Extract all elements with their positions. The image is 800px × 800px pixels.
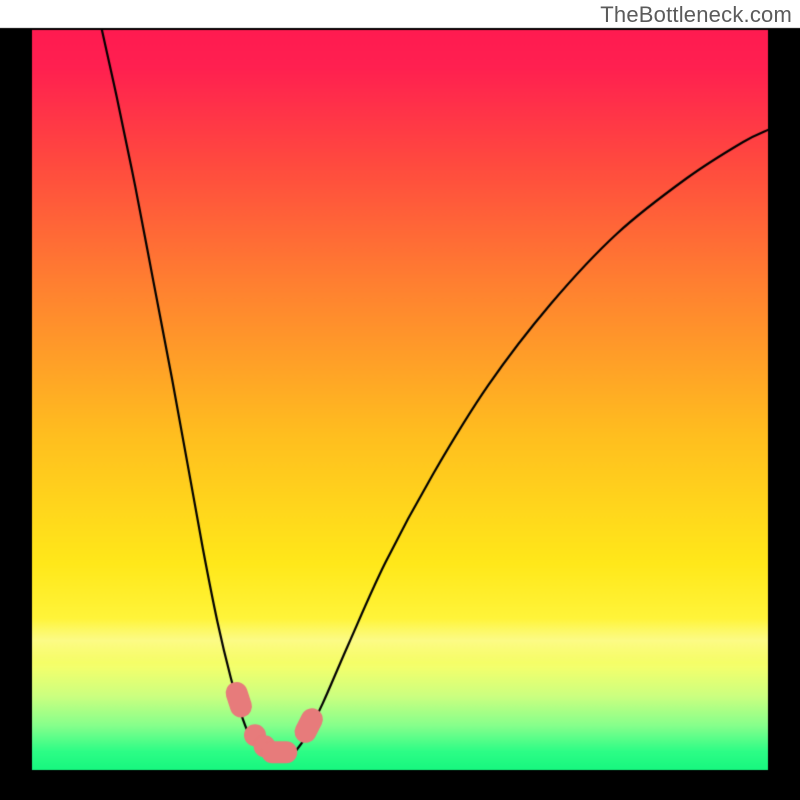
chart-root: TheBottleneck.com [0, 0, 800, 800]
bottleneck-curve-canvas [0, 0, 800, 800]
attribution-label: TheBottleneck.com [600, 2, 792, 28]
